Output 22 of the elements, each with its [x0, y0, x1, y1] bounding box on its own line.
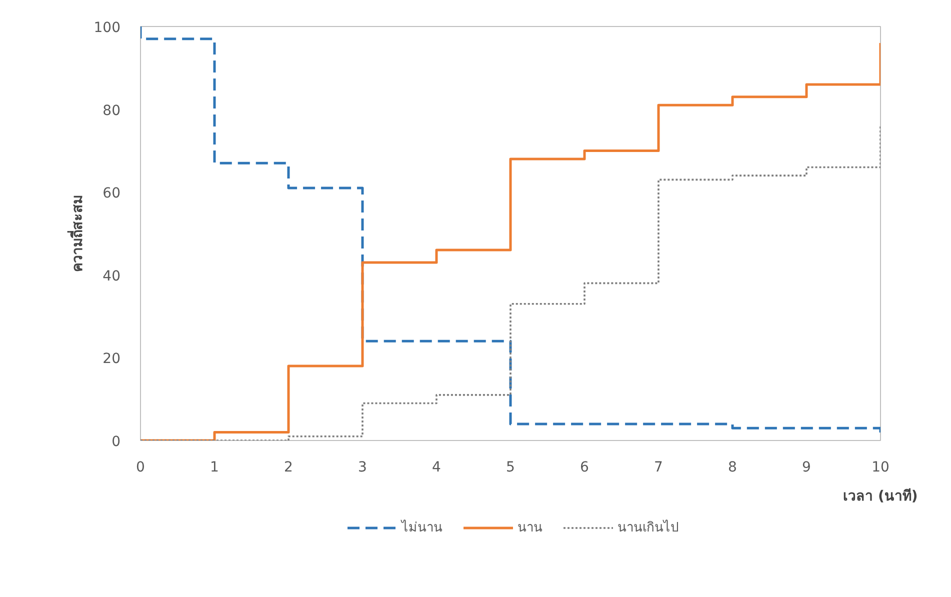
legend-label: นาน: [518, 520, 542, 538]
x-tick-label: 10: [872, 460, 890, 476]
y-tick-label: 80: [102, 102, 121, 119]
y-axis-title: ความถี่สะสม: [66, 195, 86, 272]
y-tick-label: 60: [102, 186, 121, 202]
x-tick-label: 8: [728, 460, 737, 476]
x-tick-label: 2: [284, 460, 293, 476]
x-tick-label: 6: [580, 460, 590, 476]
y-tick-label: 40: [102, 268, 121, 284]
legend-label: ไม่นาน: [402, 518, 442, 538]
x-tick-label: 4: [432, 460, 442, 476]
x-tick-label: 0: [136, 460, 145, 476]
y-tick-label: 100: [94, 20, 121, 36]
x-tick-label: 3: [358, 460, 367, 476]
y-tick-label: 0: [112, 434, 121, 450]
y-tick-label: 20: [102, 351, 121, 368]
x-tick-label: 9: [802, 460, 811, 476]
x-tick-label: 7: [654, 460, 663, 476]
x-tick-label: 1: [210, 460, 219, 476]
x-axis-title: เวลา (นาที): [843, 488, 918, 504]
legend-label: นานเกินไป: [618, 518, 678, 538]
x-tick-label: 5: [506, 460, 515, 476]
